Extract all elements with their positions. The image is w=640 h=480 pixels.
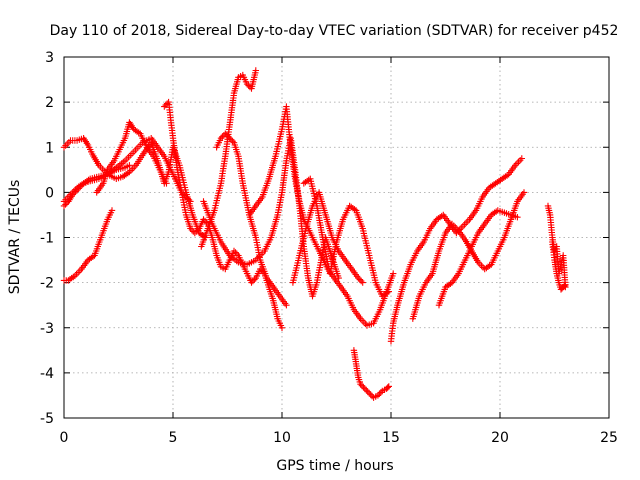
series-arc8 — [213, 130, 290, 309]
data-point-markers — [549, 238, 569, 293]
data-point-markers — [289, 189, 366, 286]
data-point-markers — [200, 135, 342, 300]
x-tick-label: 10 — [273, 430, 291, 446]
y-tick-label: -4 — [40, 366, 54, 382]
x-tick-label: 20 — [491, 430, 509, 446]
y-axis-label: SDTVAR / TECUs — [7, 180, 23, 295]
y-tick-label: -1 — [40, 231, 54, 247]
series-arc13 — [350, 347, 392, 401]
data-point-markers — [93, 119, 170, 196]
y-tick-label: 0 — [45, 185, 54, 201]
series-arc5 — [93, 119, 170, 196]
series-arc11 — [289, 189, 366, 286]
x-tick-label: 0 — [60, 430, 69, 446]
y-tick-label: -2 — [40, 276, 54, 292]
x-tick-label: 5 — [169, 430, 178, 446]
data-markers — [60, 67, 569, 401]
y-tick-label: 1 — [45, 140, 54, 156]
data-point-markers — [213, 130, 290, 309]
data-point-markers — [435, 207, 521, 309]
series-arc16 — [435, 207, 521, 309]
series-arc9 — [200, 135, 342, 300]
data-point-markers — [60, 162, 133, 210]
x-tick-label: 25 — [600, 430, 618, 446]
y-tick-label: 3 — [45, 50, 54, 66]
data-point-markers — [387, 155, 525, 345]
data-point-markers — [300, 175, 392, 300]
chart-title: Day 110 of 2018, Sidereal Day-to-day VTE… — [50, 23, 619, 39]
data-point-markers — [161, 98, 286, 331]
series-arc4 — [60, 162, 133, 210]
series-arc7 — [198, 67, 259, 250]
series-arc12 — [300, 175, 392, 300]
series-arc6 — [161, 98, 286, 331]
series-arc18 — [549, 238, 569, 293]
data-point-markers — [60, 207, 116, 284]
series-arc2 — [60, 135, 209, 241]
series-arc14 — [387, 155, 525, 345]
data-point-markers — [198, 67, 259, 250]
y-tick-label: 2 — [45, 95, 54, 111]
series-arc3 — [60, 207, 116, 284]
data-point-markers — [350, 347, 392, 401]
x-tick-label: 15 — [382, 430, 400, 446]
y-tick-label: -3 — [40, 321, 54, 337]
x-axis-label: GPS time / hours — [276, 458, 393, 474]
data-point-markers — [60, 135, 209, 241]
y-tick-label: -5 — [40, 411, 54, 427]
